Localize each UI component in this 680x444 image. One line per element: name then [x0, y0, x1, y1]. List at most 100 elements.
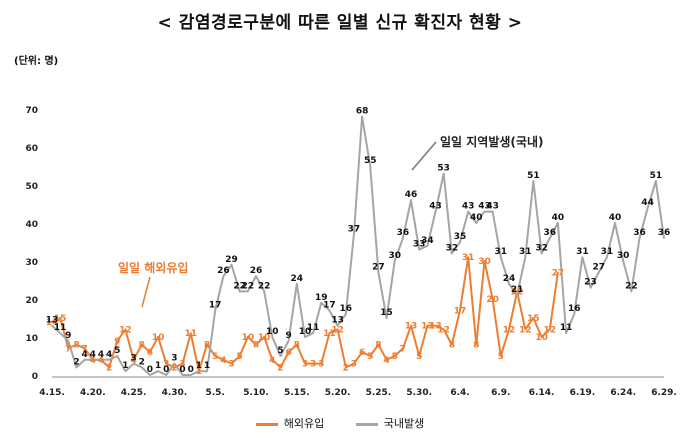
data-label-overseas: 3 [310, 360, 316, 370]
data-label-domestic: 31 [495, 247, 508, 257]
data-label-overseas: 3 [318, 360, 324, 370]
data-point-overseas [214, 355, 216, 357]
data-label-overseas: 30 [478, 257, 491, 267]
data-label-domestic: 2 [139, 357, 145, 367]
legend-swatch-domestic [355, 422, 378, 426]
data-point-overseas [59, 317, 61, 319]
data-label-domestic: 10 [266, 327, 279, 337]
data-point-domestic [548, 237, 551, 239]
data-label-overseas: 5 [416, 352, 422, 362]
data-point-domestic [638, 237, 641, 239]
data-label-overseas: 7 [400, 344, 406, 354]
data-label-overseas: 6 [286, 348, 292, 358]
data-label-overseas: 2 [171, 363, 177, 373]
data-label-overseas: 13 [405, 322, 418, 332]
data-point-domestic [483, 210, 486, 213]
data-label-domestic: 0 [147, 365, 153, 375]
data-point-domestic [557, 222, 559, 224]
data-point-domestic [100, 359, 102, 361]
data-point-domestic [581, 256, 584, 259]
data-label-overseas: 12 [503, 325, 516, 335]
annotation-overseas-pointer [141, 276, 151, 308]
data-label-overseas: 3 [228, 360, 234, 370]
data-point-domestic [500, 256, 502, 259]
annotation-overseas: 일일 해외유입 [118, 260, 188, 275]
data-point-domestic [279, 355, 282, 357]
data-point-domestic [124, 370, 127, 373]
data-point-overseas [377, 343, 380, 346]
data-point-overseas [255, 343, 257, 346]
data-point-overseas [491, 298, 494, 300]
data-point-domestic [198, 370, 200, 373]
data-label-domestic: 22 [625, 281, 638, 291]
data-label-overseas: 12 [437, 325, 450, 335]
data-point-overseas [402, 347, 404, 350]
data-label-domestic: 24 [291, 274, 304, 284]
data-point-overseas [222, 359, 225, 361]
x-tick-label: 5.20. [325, 388, 351, 398]
data-label-domestic: 11 [54, 323, 67, 333]
data-point-overseas [434, 324, 437, 327]
y-tick-label: 70 [25, 106, 38, 116]
y-tick-label: 30 [25, 258, 38, 268]
data-label-domestic: 53 [437, 164, 450, 174]
data-point-domestic [263, 290, 265, 293]
data-point-domestic [573, 313, 576, 316]
data-label-overseas: 5 [212, 352, 218, 362]
data-point-overseas [116, 340, 119, 342]
data-point-domestic [344, 313, 347, 316]
data-label-domestic: 32 [446, 243, 459, 253]
data-label-overseas: 8 [294, 341, 300, 351]
data-label-overseas: 3 [179, 360, 185, 370]
data-point-domestic [540, 252, 543, 255]
data-label-domestic: 31 [601, 247, 614, 257]
data-label-domestic: 31 [576, 247, 589, 257]
data-label-overseas: 13 [429, 322, 442, 332]
data-label-overseas: 4 [130, 356, 136, 366]
data-point-overseas [524, 328, 527, 331]
data-point-domestic [181, 374, 184, 376]
y-tick-label: 50 [25, 182, 38, 192]
data-point-overseas [51, 321, 53, 323]
data-label-domestic: 0 [163, 365, 169, 375]
data-point-overseas [475, 343, 478, 346]
data-label-overseas: 3 [163, 360, 169, 370]
data-point-overseas [165, 362, 168, 365]
data-label-overseas: 7 [65, 344, 71, 354]
data-label-domestic: 43 [486, 202, 499, 212]
data-point-overseas [328, 332, 331, 335]
data-point-domestic [442, 172, 445, 175]
data-point-domestic [67, 340, 70, 342]
data-point-overseas [393, 355, 396, 357]
data-point-overseas [124, 328, 127, 331]
data-point-overseas [532, 317, 535, 319]
data-label-domestic: 16 [568, 304, 581, 314]
data-point-overseas [279, 366, 282, 369]
data-label-domestic: 1 [155, 361, 161, 371]
data-point-overseas [442, 328, 445, 331]
data-point-overseas [369, 355, 372, 357]
data-point-domestic [459, 241, 461, 243]
data-label-domestic: 32 [535, 243, 548, 253]
data-point-overseas [238, 355, 241, 357]
data-label-domestic: 4 [90, 350, 96, 360]
data-point-domestic [402, 237, 404, 239]
legend: 해외유입 국내발생 [0, 415, 680, 431]
data-point-overseas [206, 343, 208, 346]
data-point-domestic [296, 283, 298, 285]
data-label-domestic: 34 [421, 236, 434, 246]
x-tick-label: 4.20. [80, 388, 106, 398]
data-point-domestic [606, 256, 608, 259]
data-label-overseas: 10 [242, 333, 255, 343]
data-point-overseas [548, 328, 551, 331]
data-point-overseas [344, 366, 347, 369]
data-point-overseas [173, 366, 176, 369]
x-tick-label: 6.29. [651, 388, 677, 398]
data-label-overseas: 27 [552, 268, 565, 278]
x-tick-label: 6.19. [570, 388, 596, 398]
data-point-overseas [247, 336, 249, 338]
data-point-domestic [51, 324, 53, 327]
data-point-domestic [328, 309, 331, 312]
data-point-domestic [361, 115, 363, 118]
